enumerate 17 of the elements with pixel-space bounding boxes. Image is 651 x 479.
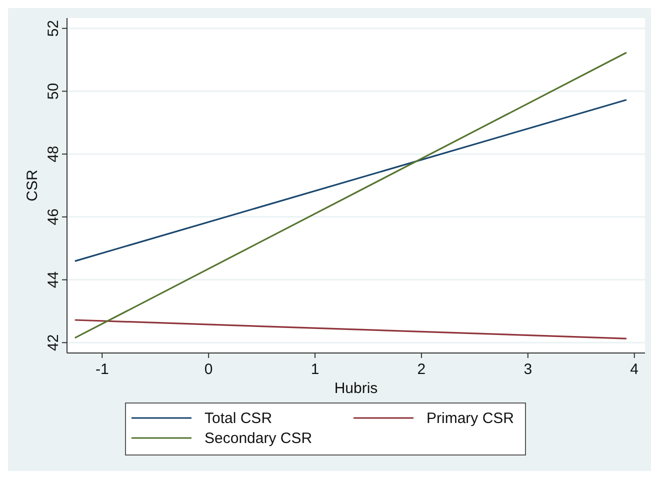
x-tick-label: 2 bbox=[417, 361, 426, 378]
legend-label: Primary CSR bbox=[426, 410, 514, 427]
y-tick-label: 52 bbox=[45, 20, 62, 37]
legend-label: Secondary CSR bbox=[204, 430, 312, 447]
x-tick-label: 3 bbox=[524, 361, 532, 378]
x-tick-label: 4 bbox=[630, 361, 639, 378]
legend-label: Total CSR bbox=[204, 410, 272, 427]
y-tick-label: 46 bbox=[45, 208, 62, 226]
y-tick-label: 42 bbox=[45, 334, 62, 351]
x-axis-title: Hubris bbox=[334, 380, 378, 397]
x-tick-label: 0 bbox=[204, 361, 213, 378]
y-tick-label: 44 bbox=[45, 271, 62, 288]
y-tick-label: 48 bbox=[45, 146, 62, 162]
x-tick-label: -1 bbox=[95, 361, 109, 378]
x-tick-label: 1 bbox=[310, 361, 320, 378]
y-tick-label: 50 bbox=[45, 82, 62, 100]
y-axis-title: CSR bbox=[24, 170, 41, 202]
